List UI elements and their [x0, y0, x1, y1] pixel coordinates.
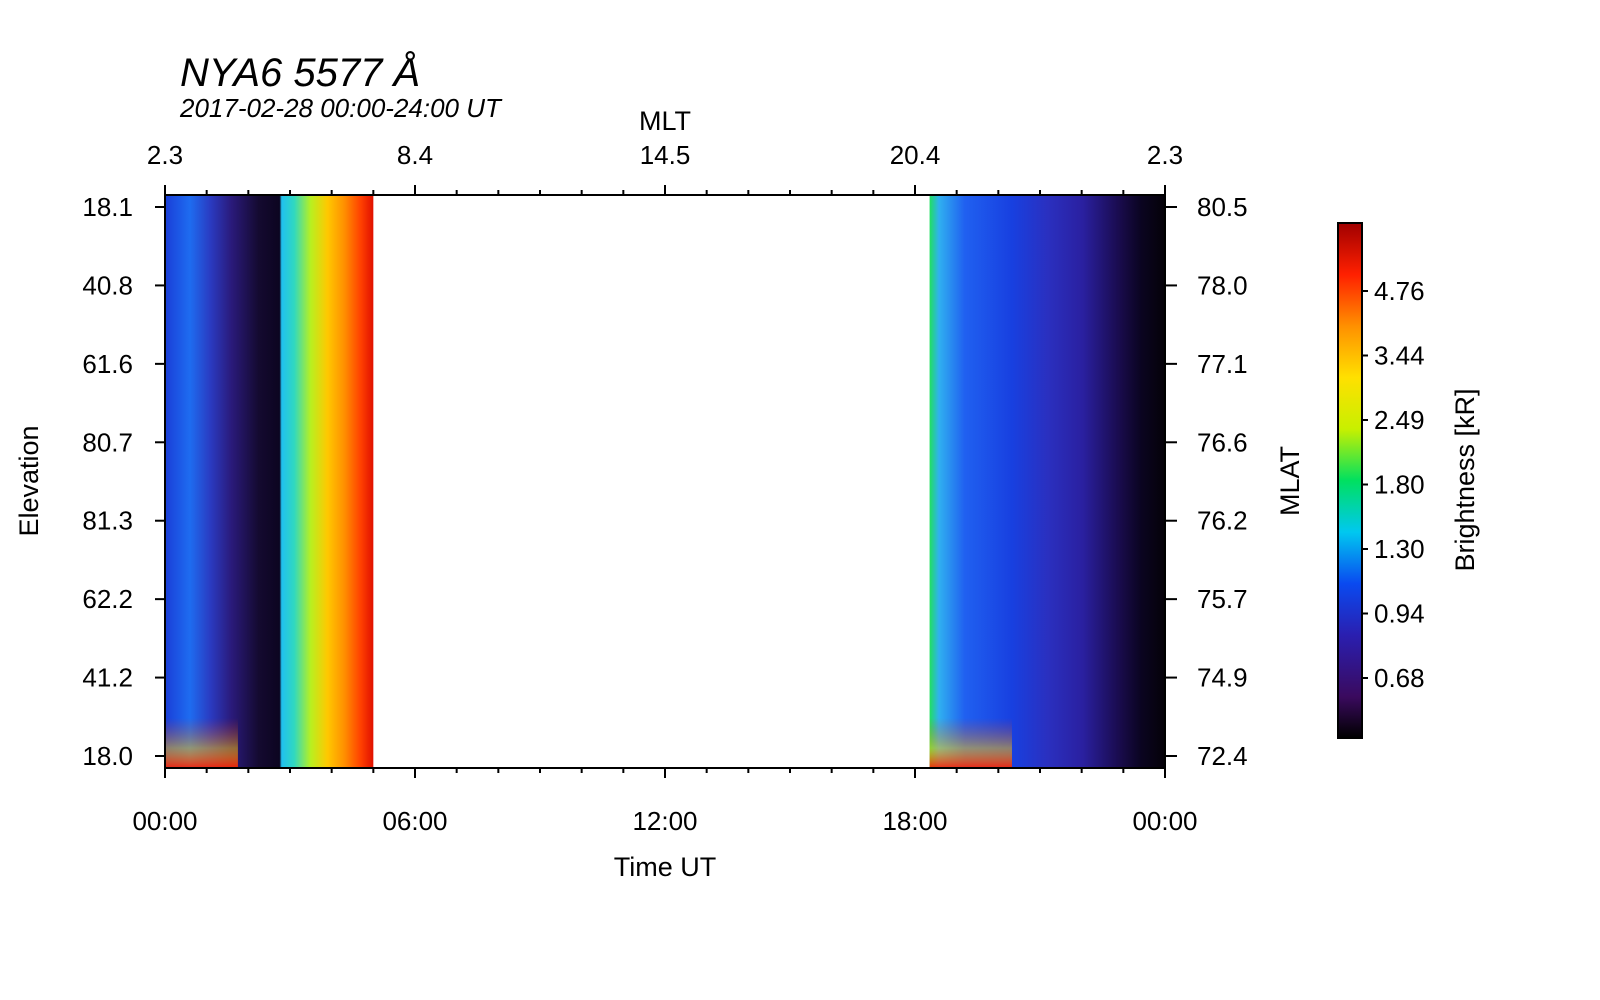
- colorbar-tick-label: 2.49: [1374, 405, 1425, 435]
- colorbar-tick-label: 1.80: [1374, 470, 1425, 500]
- y-left-tick-label: 41.2: [82, 663, 133, 693]
- y-axis-left-label: Elevation: [14, 425, 44, 536]
- chart-subtitle: 2017-02-28 00:00-24:00 UT: [179, 93, 503, 123]
- y-left-tick-label: 40.8: [82, 270, 133, 300]
- top-tick-label: 20.4: [890, 140, 941, 170]
- top-axis-label: MLT: [639, 106, 691, 136]
- y-right-tick-label: 74.9: [1197, 663, 1248, 693]
- y-right-tick-label: 77.1: [1197, 349, 1248, 379]
- top-tick-label: 8.4: [397, 140, 433, 170]
- x-tick-label: 18:00: [882, 806, 947, 836]
- y-right-tick-label: 76.2: [1197, 506, 1248, 536]
- heatmap-image: [165, 195, 1165, 768]
- top-tick-label: 2.3: [1147, 140, 1183, 170]
- top-tick-label: 14.5: [640, 140, 691, 170]
- colorbar-tick-label: 4.76: [1374, 276, 1425, 306]
- y-left-tick-label: 80.7: [82, 427, 133, 457]
- colorbar-label: Brightness [kR]: [1450, 388, 1480, 571]
- x-tick-label: 12:00: [632, 806, 697, 836]
- colorbar-tick-label: 3.44: [1374, 341, 1425, 371]
- chart-title: NYA6 5577 Å: [180, 50, 420, 95]
- x-tick-label: 00:00: [132, 806, 197, 836]
- y-axis-right-label: MLAT: [1275, 446, 1305, 516]
- colorbar: [1337, 222, 1363, 739]
- x-axis-top: 2.3 8.4 14.5 20.4 2.3: [147, 140, 1183, 195]
- data-interval-block: [165, 195, 374, 768]
- y-right-tick-label: 76.6: [1197, 427, 1248, 457]
- y-right-tick-label: 75.7: [1197, 584, 1248, 614]
- y-left-tick-label: 62.2: [82, 584, 133, 614]
- data-interval-block: [929, 195, 1165, 768]
- y-left-tick-label: 18.0: [82, 741, 133, 771]
- y-right-tick-label: 72.4: [1197, 741, 1248, 771]
- y-right-tick-label: 80.5: [1197, 192, 1248, 222]
- y-axis-right: 80.5 78.0 77.1 76.6 76.2 75.7 74.9 72.4: [1165, 192, 1248, 771]
- x-axis-label: Time UT: [614, 852, 717, 882]
- x-tick-label: 06:00: [382, 806, 447, 836]
- top-tick-label: 2.3: [147, 140, 183, 170]
- x-tick-label: 00:00: [1132, 806, 1197, 836]
- colorbar-tick-label: 1.30: [1374, 534, 1425, 564]
- x-axis-bottom: 00:00 06:00 12:00 18:00 00:00: [132, 768, 1198, 836]
- y-right-tick-label: 78.0: [1197, 270, 1248, 300]
- y-axis-left: 18.1 40.8 61.6 80.7 81.3 62.2 41.2 18.0: [82, 192, 165, 771]
- low-elevation-emission: [165, 718, 238, 768]
- y-left-tick-label: 18.1: [82, 192, 133, 222]
- colorbar-tick-label: 0.94: [1374, 599, 1425, 629]
- colorbar-ticks: 4.76 3.44 2.49 1.80 1.30 0.94 0.68: [1362, 276, 1425, 693]
- y-left-tick-label: 81.3: [82, 506, 133, 536]
- low-elevation-emission: [929, 718, 1012, 768]
- y-left-tick-label: 61.6: [82, 349, 133, 379]
- colorbar-tick-label: 0.68: [1374, 663, 1425, 693]
